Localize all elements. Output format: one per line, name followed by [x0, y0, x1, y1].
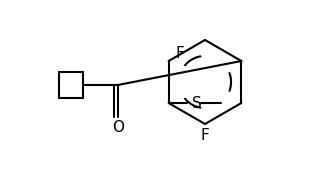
Text: O: O: [112, 120, 124, 135]
Text: F: F: [175, 46, 184, 61]
Text: F: F: [201, 128, 209, 143]
Text: S: S: [192, 96, 202, 110]
